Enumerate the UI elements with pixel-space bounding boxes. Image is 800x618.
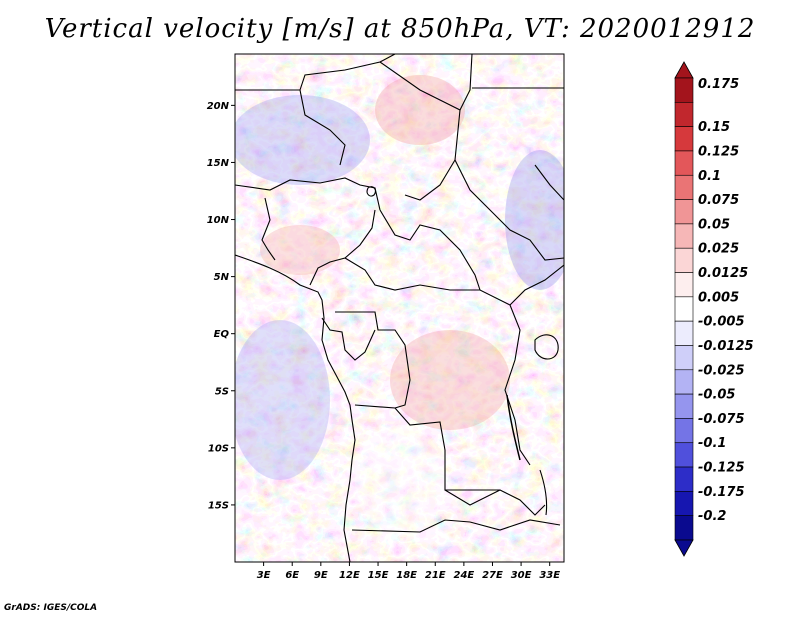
lake-chad xyxy=(366,186,376,197)
lat-tick-label: 10N xyxy=(207,215,230,226)
border-drc-east xyxy=(504,304,531,466)
colorbar-label: -0.075 xyxy=(698,412,745,427)
lake-tanganyika xyxy=(506,394,521,461)
colorbar-label: 0.15 xyxy=(698,120,730,135)
colorbar-label: 0.125 xyxy=(698,144,739,159)
colorbar-swatch xyxy=(674,174,694,200)
border-cameroon-congo xyxy=(335,311,411,409)
border-zambia xyxy=(444,489,546,516)
lake-victoria xyxy=(534,334,559,360)
lon-tick-label: 30E xyxy=(511,570,532,581)
longitude-axis: 3E 6E 9E 12E 15E 18E 21E 24E 27E 30E 33E xyxy=(257,562,560,581)
colorbar-min-arrow xyxy=(674,539,694,557)
colorbar-label: -0.0125 xyxy=(698,339,754,354)
border-sudan-south xyxy=(454,159,564,261)
border-angola-namibia xyxy=(351,519,471,533)
border-nigeria-north xyxy=(261,197,276,261)
velocity-field-patterns xyxy=(235,75,564,535)
colorbar-label: 0.0125 xyxy=(698,266,748,281)
lon-tick-label: 15E xyxy=(368,570,389,581)
colorbar-swatch xyxy=(674,296,694,322)
colorbar-swatch xyxy=(674,223,694,249)
colorbar-label: 0.05 xyxy=(698,217,730,232)
colorbar-max-arrow xyxy=(674,61,694,79)
colorbar-swatch xyxy=(674,345,694,371)
border-car-south xyxy=(344,257,564,306)
border-ethiopia xyxy=(534,164,564,201)
lat-tick-label: 5S xyxy=(215,386,229,397)
colorbar-swatch xyxy=(674,126,694,152)
lon-tick-label: 18E xyxy=(396,570,417,581)
colorbar-swatch xyxy=(674,466,694,492)
border-algeria-niger xyxy=(299,89,346,166)
lon-tick-label: 9E xyxy=(314,570,328,581)
border-mauritania-mali xyxy=(235,54,396,91)
lon-tick-label: 6E xyxy=(285,570,299,581)
colorbar-swatch xyxy=(674,418,694,444)
latitude-axis: 20N 15N 10N 5N EQ 5S 10S 15S xyxy=(207,101,235,511)
lat-tick-label: 20N xyxy=(207,101,230,112)
lon-tick-label: 12E xyxy=(339,570,360,581)
lake-malawi xyxy=(539,469,548,516)
colorbar-label: -0.005 xyxy=(698,315,745,330)
lon-tick-label: 24E xyxy=(453,570,474,581)
colorbar-swatch xyxy=(674,369,694,395)
colorbar-swatch xyxy=(674,150,694,176)
colorbar-label: -0.05 xyxy=(698,388,735,403)
lon-tick-label: 27E xyxy=(482,570,503,581)
colorbar-label: 0.175 xyxy=(698,77,739,92)
coastline xyxy=(235,254,356,562)
lon-tick-label: 33E xyxy=(539,570,560,581)
velocity-field-shading xyxy=(235,54,564,562)
plot-title: Vertical velocity [m/s] at 850hPa, VT: 2… xyxy=(44,14,756,44)
map-boundaries xyxy=(235,54,564,562)
colorbar-label: -0.2 xyxy=(698,509,726,524)
colorbar-swatch xyxy=(674,272,694,298)
map-frame xyxy=(234,53,565,563)
border-chad-car xyxy=(379,209,481,291)
colorbar-swatch xyxy=(674,491,694,516)
colorbar-swatch xyxy=(674,102,694,127)
lon-tick-label: 3E xyxy=(257,570,271,581)
colorbar-label: -0.025 xyxy=(698,363,745,378)
credit-text: GrADS: IGES/COLA xyxy=(4,603,98,613)
colorbar-swatch xyxy=(674,77,694,103)
colorbar-swatch xyxy=(674,247,694,273)
lat-tick-label: 15S xyxy=(208,500,229,511)
colorbar-label: -0.125 xyxy=(698,461,745,476)
colorbar-label: -0.175 xyxy=(698,485,745,500)
colorbar-swatch xyxy=(674,199,694,225)
border-gabon xyxy=(321,317,376,361)
colorbar-label: 0.075 xyxy=(698,193,739,208)
border-libya-sudan xyxy=(459,54,473,111)
border-sahel-south xyxy=(235,177,381,211)
colorbar-swatch xyxy=(674,442,694,468)
lat-tick-label: 10S xyxy=(208,443,229,454)
lat-tick-label: 5N xyxy=(214,272,230,283)
lat-tick-label: 15N xyxy=(207,158,230,169)
zambezi xyxy=(469,519,561,531)
colorbar-label: -0.1 xyxy=(698,436,726,451)
colorbar-label: 0.005 xyxy=(698,290,739,305)
colorbar-label: 0.1 xyxy=(698,169,721,184)
colorbar-label: 0.025 xyxy=(698,242,739,257)
colorbar-swatch xyxy=(674,320,694,346)
colorbar-swatch xyxy=(674,393,694,419)
colorbar-labels: 0.175 0.15 0.125 0.1 0.075 0.05 0.025 0.0125 0.0… xyxy=(698,77,754,524)
colorbar-swatches xyxy=(674,61,694,557)
lon-tick-label: 21E xyxy=(425,570,446,581)
lat-tick-label: EQ xyxy=(214,329,230,340)
colorbar-swatch xyxy=(674,515,694,541)
